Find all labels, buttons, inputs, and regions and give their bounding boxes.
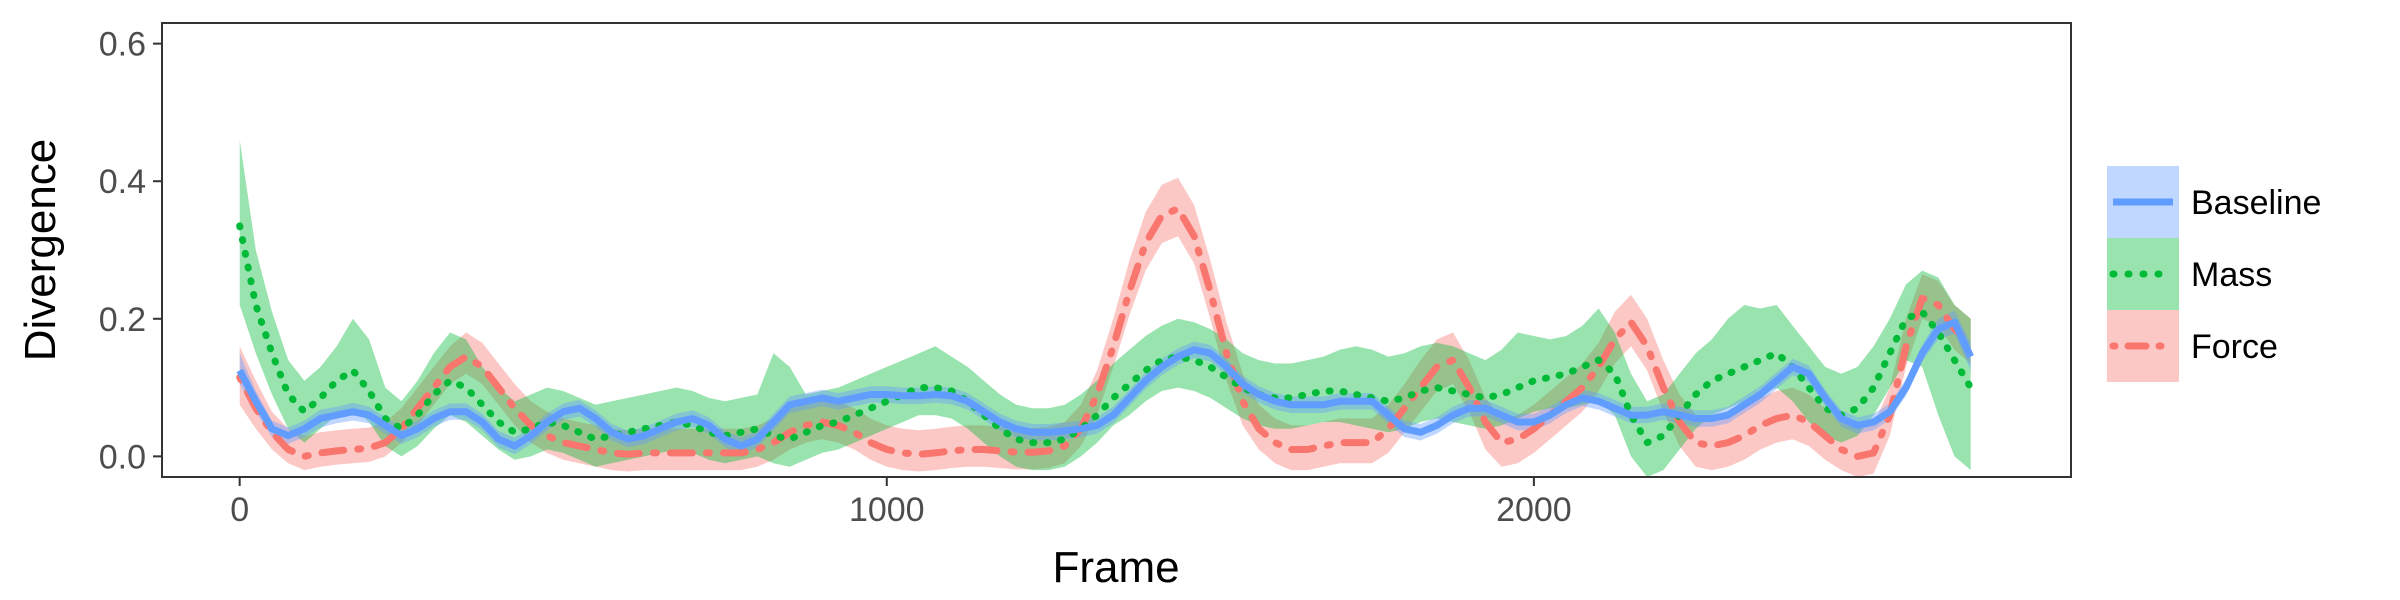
line-mass [236, 222, 1975, 447]
y-axis: 0.0 0.2 0.4 0.6 [99, 26, 162, 476]
x-tick-label: 0 [230, 491, 249, 529]
band-mass [239, 139, 1971, 477]
legend-label-force: Force [2191, 328, 2278, 366]
x-tick-label: 2000 [1496, 491, 1572, 529]
series-lines [236, 205, 1975, 460]
band-force [239, 177, 1971, 478]
y-tick-label: 0.4 [99, 163, 146, 201]
legend-item-baseline: Baseline [2107, 166, 2321, 238]
y-tick-label: 0.0 [99, 438, 146, 476]
x-axis: 0 1000 2000 [230, 477, 1572, 529]
line-force [236, 205, 1975, 460]
y-tick-label: 0.6 [99, 26, 146, 64]
x-axis-title: Frame [1052, 543, 1179, 592]
legend: Baseline Mass Force [2107, 166, 2321, 382]
legend-item-mass: Mass [2107, 238, 2272, 310]
legend-label-mass: Mass [2191, 256, 2272, 294]
legend-item-force: Force [2107, 310, 2278, 382]
y-tick-label: 0.2 [99, 301, 146, 339]
line-baseline [236, 318, 1974, 450]
plot-panel-border [161, 22, 2072, 478]
x-tick-label: 1000 [849, 491, 925, 529]
y-axis-title: Divergence [16, 139, 65, 362]
legend-label-baseline: Baseline [2191, 184, 2321, 222]
